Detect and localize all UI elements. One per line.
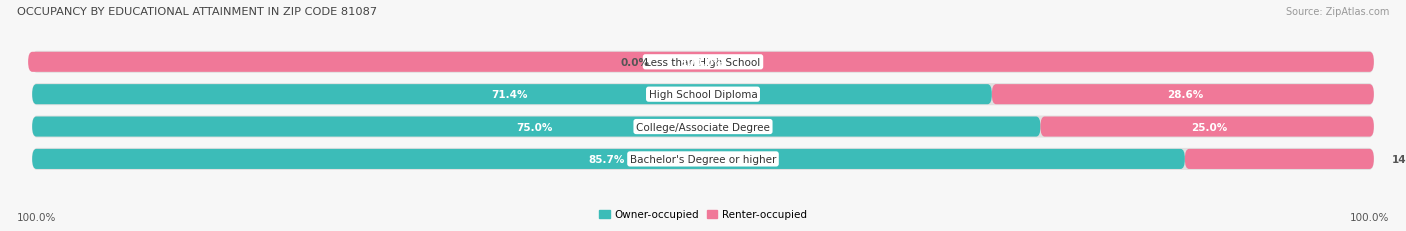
Text: 100.0%: 100.0%	[17, 212, 56, 222]
Text: 71.4%: 71.4%	[492, 90, 529, 100]
Text: 100.0%: 100.0%	[682, 58, 724, 67]
Text: College/Associate Degree: College/Associate Degree	[636, 122, 770, 132]
Text: 0.0%: 0.0%	[620, 58, 650, 67]
FancyBboxPatch shape	[32, 116, 1374, 138]
Text: Less than High School: Less than High School	[645, 58, 761, 67]
FancyBboxPatch shape	[32, 148, 1374, 170]
Text: 28.6%: 28.6%	[1167, 90, 1204, 100]
Text: 14.3%: 14.3%	[1392, 154, 1406, 164]
Text: 100.0%: 100.0%	[1350, 212, 1389, 222]
FancyBboxPatch shape	[1185, 149, 1374, 169]
Text: 85.7%: 85.7%	[588, 154, 624, 164]
FancyBboxPatch shape	[32, 117, 1040, 137]
FancyBboxPatch shape	[991, 85, 1374, 105]
Text: 25.0%: 25.0%	[1191, 122, 1227, 132]
FancyBboxPatch shape	[1040, 117, 1374, 137]
FancyBboxPatch shape	[32, 149, 1185, 169]
Text: OCCUPANCY BY EDUCATIONAL ATTAINMENT IN ZIP CODE 81087: OCCUPANCY BY EDUCATIONAL ATTAINMENT IN Z…	[17, 7, 377, 17]
FancyBboxPatch shape	[32, 84, 1374, 106]
FancyBboxPatch shape	[32, 85, 991, 105]
FancyBboxPatch shape	[32, 52, 1374, 73]
Text: High School Diploma: High School Diploma	[648, 90, 758, 100]
FancyBboxPatch shape	[28, 52, 1374, 73]
Text: Source: ZipAtlas.com: Source: ZipAtlas.com	[1285, 7, 1389, 17]
Legend: Owner-occupied, Renter-occupied: Owner-occupied, Renter-occupied	[595, 205, 811, 224]
Text: 75.0%: 75.0%	[516, 122, 553, 132]
Text: Bachelor's Degree or higher: Bachelor's Degree or higher	[630, 154, 776, 164]
